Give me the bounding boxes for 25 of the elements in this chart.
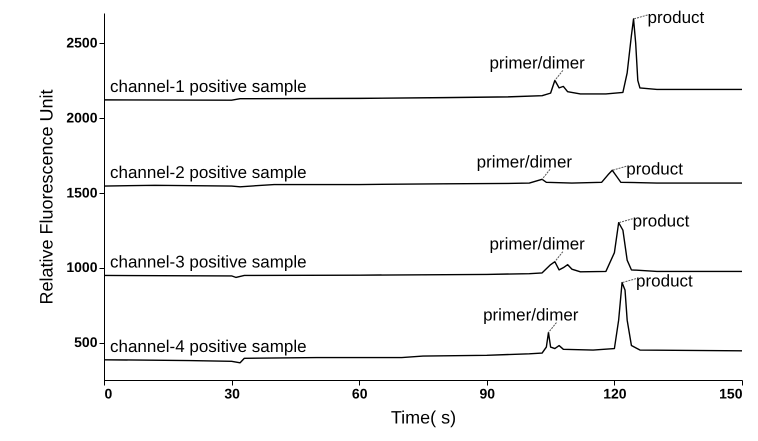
y-axis-title: Relative Fluorescence Unit [36, 89, 56, 305]
x-tick-label: 60 [352, 386, 368, 402]
x-axis-title: Time( s) [390, 408, 456, 428]
x-tick-label: 90 [480, 386, 496, 402]
y-tick-label: 1500 [66, 184, 98, 200]
y-tick-label: 1000 [66, 259, 98, 276]
annotation: channel-3 positive sample [110, 252, 307, 272]
y-tick-label: 500 [74, 334, 98, 350]
x-tick-label: 120 [603, 386, 627, 402]
y-tick-label: 2500 [66, 34, 98, 50]
x-tick-label: 0 [104, 386, 112, 402]
annotation: product [648, 8, 705, 27]
x-tick-label: 150 [719, 386, 743, 402]
x-tick-label: 30 [224, 386, 240, 402]
annotation: primer/dimer [489, 53, 586, 72]
annotation: primer/dimer [476, 152, 572, 172]
annotation: product [632, 212, 690, 231]
y-tick-label: 2000 [66, 109, 98, 126]
annotation: primer/dimer [483, 306, 579, 325]
annotation: product [636, 272, 694, 291]
annotation: channel-1 positive sample [110, 76, 307, 96]
annotation: primer/dimer [489, 234, 586, 254]
annotation: product [626, 159, 684, 178]
annotation: channel-2 positive sample [110, 163, 307, 182]
annotation: channel-4 positive sample [110, 336, 307, 356]
